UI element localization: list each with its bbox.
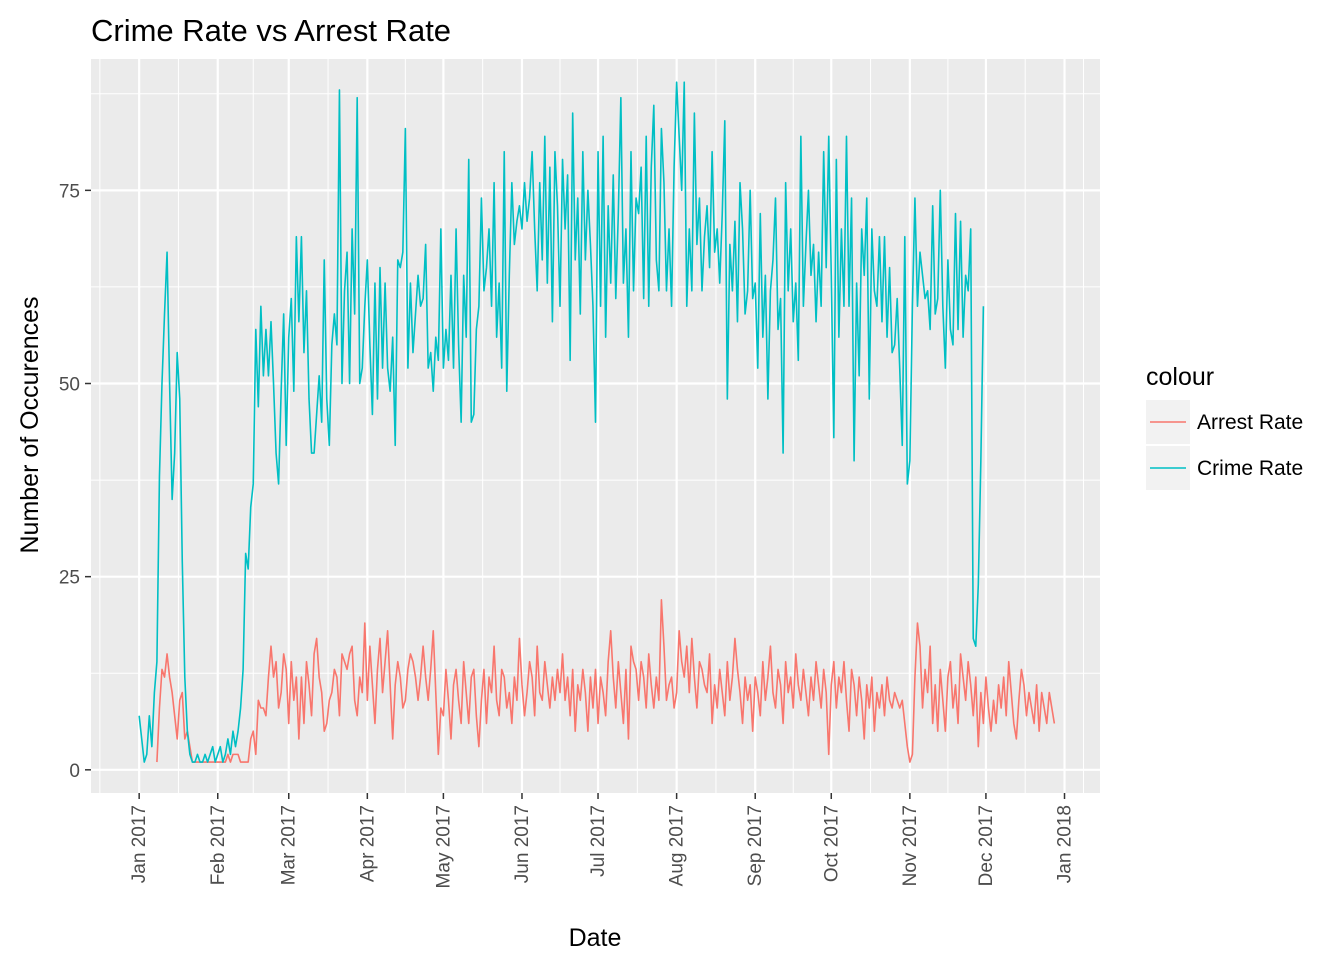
legend-label: Crime Rate bbox=[1197, 457, 1303, 480]
x-tick-label: Dec 2017 bbox=[976, 805, 997, 886]
legend: colour Arrest Rate Crime Rate bbox=[1146, 363, 1303, 490]
x-tick-label: Nov 2017 bbox=[900, 805, 921, 886]
x-axis-title: Date bbox=[569, 924, 622, 952]
legend-title: colour bbox=[1146, 363, 1214, 391]
y-tick-label: 0 bbox=[69, 761, 80, 782]
y-axis-title: Number of Occurences bbox=[16, 296, 44, 553]
series-line-crime-rate bbox=[138, 81, 985, 763]
chart-title: Crime Rate vs Arrest Rate bbox=[91, 13, 451, 48]
x-tick-label: Aug 2017 bbox=[667, 805, 688, 886]
x-tick-label: Jan 2017 bbox=[129, 805, 150, 883]
legend-label: Arrest Rate bbox=[1197, 411, 1303, 434]
x-tick-label: Jul 2017 bbox=[588, 805, 609, 877]
y-tick-label: 25 bbox=[59, 568, 80, 589]
series-line-arrest-rate bbox=[156, 599, 1056, 763]
x-tick-label: Mar 2017 bbox=[279, 805, 300, 885]
y-tick-label: 50 bbox=[59, 375, 80, 396]
x-tick-label: Apr 2017 bbox=[357, 805, 378, 882]
x-tick-label: Jun 2017 bbox=[512, 805, 533, 883]
x-tick-label: Jan 2018 bbox=[1055, 805, 1076, 883]
x-tick-label: Oct 2017 bbox=[821, 805, 842, 882]
y-tick-label: 75 bbox=[59, 181, 80, 202]
x-tick-label: Sep 2017 bbox=[745, 805, 766, 886]
plot-panel: 0 25 50 75 Jan 2017 Feb 2017 Mar 2017 Apr 2017 M… bbox=[59, 59, 1100, 888]
x-tick-label: Feb 2017 bbox=[208, 805, 229, 885]
x-tick-label: May 2017 bbox=[433, 805, 454, 888]
